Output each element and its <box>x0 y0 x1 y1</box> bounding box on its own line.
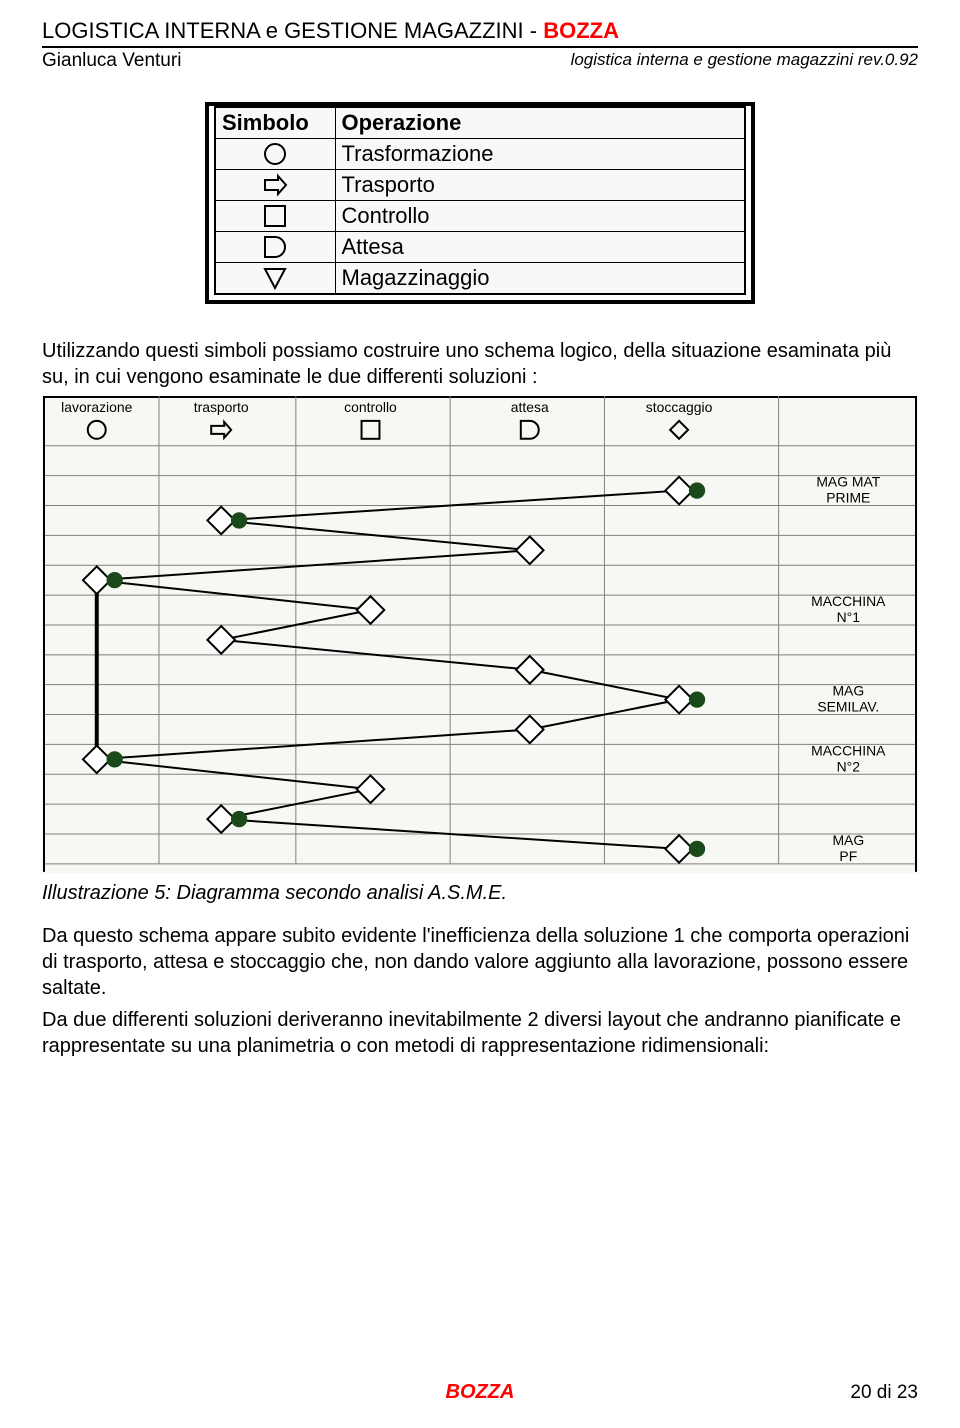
circle-icon <box>215 139 335 170</box>
svg-text:MACCHINA: MACCHINA <box>811 742 886 758</box>
table-row: Attesa <box>215 232 745 263</box>
doc-revision: logistica interna e gestione magazzini r… <box>571 50 918 72</box>
svg-text:trasporto: trasporto <box>194 399 249 415</box>
table-row: Magazzinaggio <box>215 263 745 295</box>
symbol-table-header-operation: Operazione <box>335 107 745 139</box>
square-icon <box>215 201 335 232</box>
svg-text:N°1: N°1 <box>837 609 861 625</box>
svg-text:attesa: attesa <box>511 399 549 415</box>
page-footer: BOZZA 20 di 23 <box>42 1381 918 1404</box>
page-subheader: Gianluca Venturi logistica interna e ges… <box>42 50 918 72</box>
svg-text:stoccaggio: stoccaggio <box>646 399 713 415</box>
svg-text:SEMILAV.: SEMILAV. <box>817 699 879 715</box>
page-header-title: LOGISTICA INTERNA e GESTIONE MAGAZZINI -… <box>42 18 918 44</box>
svg-text:PF: PF <box>839 848 857 864</box>
svg-text:controllo: controllo <box>344 399 397 415</box>
figure-caption: Illustrazione 5: Diagramma secondo anali… <box>42 882 918 905</box>
operation-label: Trasformazione <box>335 139 745 170</box>
svg-text:MAG: MAG <box>832 683 864 699</box>
title-black: LOGISTICA INTERNA e GESTIONE MAGAZZINI - <box>42 18 543 43</box>
intro-paragraph: Utilizzando questi simboli possiamo cost… <box>42 338 918 390</box>
title-bozza: BOZZA <box>543 18 619 43</box>
symbol-table-header-symbol: Simbolo <box>215 107 335 139</box>
footer-bozza: BOZZA <box>446 1381 515 1403</box>
dshape-icon <box>215 232 335 263</box>
header-rule <box>42 46 918 48</box>
author-name: Gianluca Venturi <box>42 50 181 72</box>
arrow-icon <box>215 170 335 201</box>
operation-label: Controllo <box>335 201 745 232</box>
table-row: Controllo <box>215 201 745 232</box>
symbol-table: Simbolo Operazione TrasformazioneTraspor… <box>214 106 746 295</box>
svg-text:MAG: MAG <box>832 832 864 848</box>
symbol-table-container: Simbolo Operazione TrasformazioneTraspor… <box>205 102 755 304</box>
svg-text:MACCHINA: MACCHINA <box>811 593 886 609</box>
asme-diagram: lavorazione trasporto controllo attesa stocc… <box>42 396 918 874</box>
analysis-paragraph-1: Da questo schema appare subito evidente … <box>42 923 918 1001</box>
operation-label: Magazzinaggio <box>335 263 745 295</box>
triangle-icon <box>215 263 335 295</box>
analysis-paragraph-2: Da due differenti soluzioni deriveranno … <box>42 1007 918 1059</box>
svg-text:PRIME: PRIME <box>826 490 870 506</box>
table-row: Trasformazione <box>215 139 745 170</box>
svg-text:MAG MAT: MAG MAT <box>816 474 880 490</box>
operation-label: Trasporto <box>335 170 745 201</box>
asme-svg: lavorazione trasporto controllo attesa stocc… <box>42 396 918 874</box>
svg-text:lavorazione: lavorazione <box>61 399 132 415</box>
svg-text:N°2: N°2 <box>837 758 861 774</box>
operation-label: Attesa <box>335 232 745 263</box>
footer-page-number: 20 di 23 <box>850 1382 918 1404</box>
table-row: Trasporto <box>215 170 745 201</box>
